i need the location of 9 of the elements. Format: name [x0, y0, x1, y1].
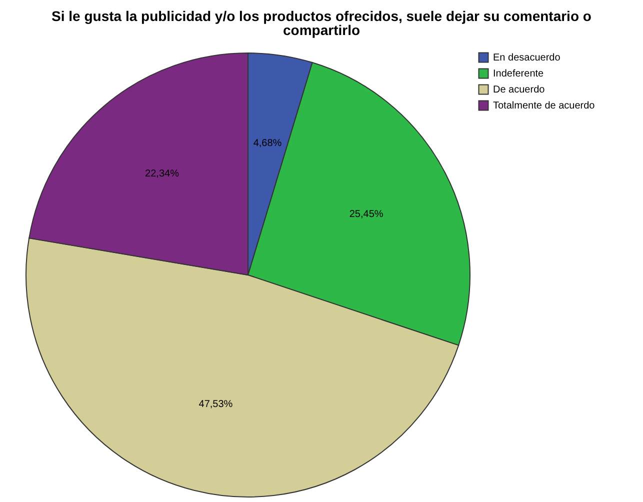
data-label: 47,53%: [198, 399, 233, 410]
legend-label: De acuerdo: [493, 84, 546, 96]
data-label: 22,34%: [145, 168, 180, 180]
legend-label: En desacuerdo: [493, 52, 561, 64]
data-label: 4,68%: [253, 138, 282, 150]
legend-label: Totalmente de acuerdo: [493, 100, 596, 112]
data-label: 25,45%: [349, 208, 384, 220]
legend-label: Indeferente: [493, 68, 544, 80]
chart-title: Si le gusta la publicidad y/o los productos ofrecidos, suele dejar su comentario o compartirlo: [52, 8, 592, 38]
